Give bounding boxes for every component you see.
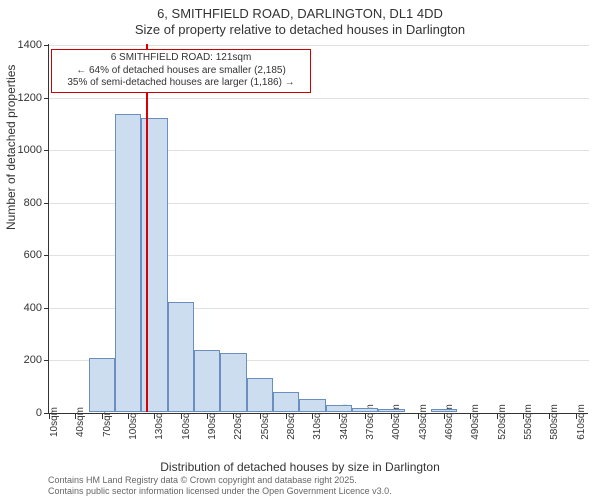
xtick-label: 40sqm bbox=[75, 407, 86, 437]
annotation-line1: 6 SMITHFIELD ROAD: 121sqm bbox=[58, 52, 304, 65]
plot-area: 020040060080010001200140010sqm40sqm70sqm… bbox=[48, 44, 588, 414]
grid-line bbox=[49, 45, 589, 46]
ytick-mark bbox=[44, 255, 49, 256]
chart-title-line1: 6, SMITHFIELD ROAD, DARLINGTON, DL1 4DD bbox=[0, 0, 600, 21]
xtick-label: 610sqm bbox=[576, 404, 587, 440]
ytick-label: 1000 bbox=[2, 144, 42, 156]
annotation-line2: ← 64% of detached houses are smaller (2,… bbox=[58, 65, 304, 78]
ytick-label: 0 bbox=[2, 407, 42, 419]
histogram-bar bbox=[352, 408, 378, 412]
xtick-label: 520sqm bbox=[497, 404, 508, 440]
xtick-label: 580sqm bbox=[549, 404, 560, 440]
histogram-bar bbox=[115, 114, 141, 412]
chart-title-line2: Size of property relative to detached ho… bbox=[0, 21, 600, 37]
footnote-line1: Contains HM Land Registry data © Crown c… bbox=[48, 475, 392, 486]
histogram-chart: 020040060080010001200140010sqm40sqm70sqm… bbox=[48, 44, 588, 414]
histogram-bar bbox=[431, 409, 457, 412]
xtick-label: 550sqm bbox=[523, 404, 534, 440]
xtick-label: 10sqm bbox=[49, 407, 60, 437]
footnote: Contains HM Land Registry data © Crown c… bbox=[48, 475, 392, 497]
ytick-label: 1400 bbox=[2, 39, 42, 51]
x-axis-label: Distribution of detached houses by size … bbox=[0, 460, 600, 474]
histogram-bar bbox=[247, 378, 273, 412]
histogram-bar bbox=[89, 358, 115, 412]
histogram-bar bbox=[299, 399, 325, 412]
histogram-bar bbox=[168, 302, 194, 412]
histogram-bar bbox=[326, 405, 352, 412]
ytick-label: 800 bbox=[2, 197, 42, 209]
annotation-box: 6 SMITHFIELD ROAD: 121sqm← 64% of detach… bbox=[51, 49, 311, 93]
histogram-bar bbox=[194, 350, 220, 412]
histogram-bar bbox=[378, 409, 404, 412]
ytick-label: 200 bbox=[2, 354, 42, 366]
histogram-bar bbox=[220, 353, 246, 412]
ytick-mark bbox=[44, 98, 49, 99]
xtick-label: 490sqm bbox=[470, 404, 481, 440]
grid-line bbox=[49, 98, 589, 99]
property-marker-line bbox=[146, 44, 148, 412]
ytick-mark bbox=[44, 45, 49, 46]
annotation-line3: 35% of semi-detached houses are larger (… bbox=[58, 77, 304, 90]
histogram-bar bbox=[141, 118, 167, 412]
xtick-label: 430sqm bbox=[418, 404, 429, 440]
ytick-label: 1200 bbox=[2, 92, 42, 104]
histogram-bar bbox=[273, 392, 299, 412]
ytick-label: 400 bbox=[2, 302, 42, 314]
ytick-mark bbox=[44, 203, 49, 204]
ytick-mark bbox=[44, 360, 49, 361]
ytick-mark bbox=[44, 150, 49, 151]
footnote-line2: Contains public sector information licen… bbox=[48, 486, 392, 497]
ytick-label: 600 bbox=[2, 249, 42, 261]
ytick-mark bbox=[44, 308, 49, 309]
